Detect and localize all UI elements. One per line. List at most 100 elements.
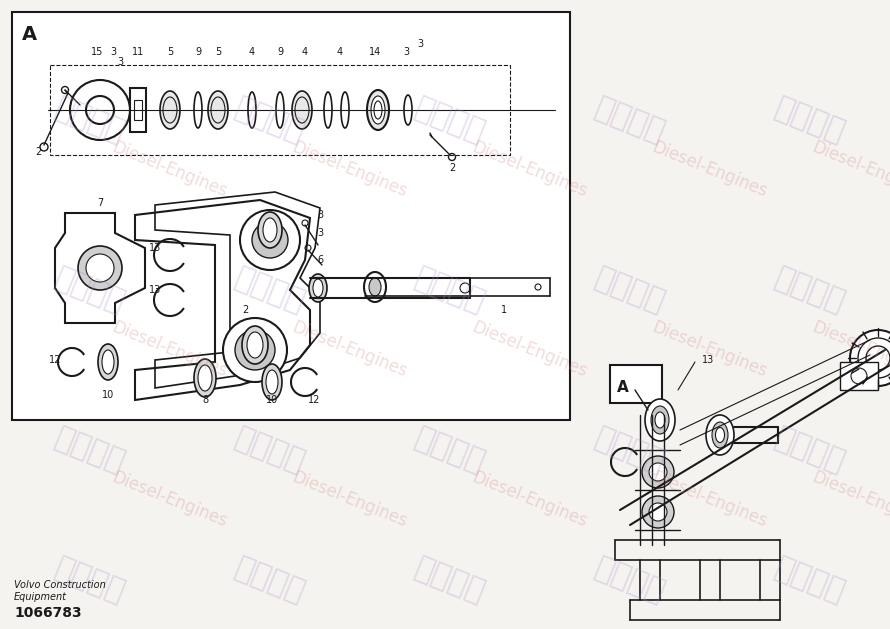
- Circle shape: [240, 210, 300, 270]
- Ellipse shape: [371, 96, 385, 124]
- Circle shape: [649, 463, 667, 481]
- Circle shape: [649, 503, 667, 521]
- Text: 5: 5: [214, 47, 221, 57]
- Text: Diesel-Engines: Diesel-Engines: [650, 138, 770, 201]
- Text: 1: 1: [501, 305, 507, 315]
- Text: 13: 13: [702, 355, 714, 365]
- Text: 紫发动力: 紫发动力: [410, 553, 490, 607]
- Text: 紫发动力: 紫发动力: [771, 93, 849, 147]
- Circle shape: [223, 318, 287, 382]
- Ellipse shape: [313, 279, 323, 297]
- Text: 9: 9: [195, 47, 201, 57]
- Ellipse shape: [208, 91, 228, 129]
- Ellipse shape: [102, 350, 114, 374]
- Ellipse shape: [706, 415, 734, 455]
- Text: 紫发动力: 紫发动力: [591, 93, 669, 147]
- Ellipse shape: [194, 359, 216, 397]
- Text: 紫发动力: 紫发动力: [591, 553, 669, 607]
- Text: 紫发动力: 紫发动力: [231, 553, 309, 607]
- Text: Diesel-Engines: Diesel-Engines: [650, 319, 770, 381]
- Ellipse shape: [367, 90, 389, 130]
- Text: 2: 2: [242, 305, 248, 315]
- Ellipse shape: [263, 218, 277, 242]
- Text: 3: 3: [417, 39, 423, 49]
- Ellipse shape: [266, 370, 278, 394]
- Text: 紫发动力: 紫发动力: [591, 263, 669, 317]
- Text: 紫发动力: 紫发动力: [51, 93, 129, 147]
- Bar: [130, 88, 146, 132]
- Text: Equipment: Equipment: [14, 592, 67, 602]
- Text: 3: 3: [110, 47, 116, 57]
- Text: 8: 8: [202, 395, 208, 405]
- Circle shape: [86, 254, 114, 282]
- Text: 4: 4: [249, 47, 255, 57]
- Bar: [610, 365, 662, 403]
- Text: 1066783: 1066783: [14, 606, 82, 620]
- Text: 紫发动力: 紫发动力: [771, 263, 849, 317]
- Circle shape: [850, 330, 890, 386]
- Text: Diesel-Engines: Diesel-Engines: [290, 138, 410, 201]
- Text: A: A: [617, 381, 628, 396]
- Text: Diesel-Engines: Diesel-Engines: [109, 319, 231, 381]
- Bar: [840, 362, 878, 390]
- Ellipse shape: [292, 91, 312, 129]
- Ellipse shape: [364, 272, 386, 302]
- Text: 2: 2: [35, 147, 41, 157]
- Ellipse shape: [98, 344, 118, 380]
- Circle shape: [78, 246, 122, 290]
- Text: 紫发动力: 紫发动力: [410, 93, 490, 147]
- Ellipse shape: [651, 406, 669, 434]
- Text: 15: 15: [91, 47, 103, 57]
- Text: 紫发动力: 紫发动力: [231, 93, 309, 147]
- Ellipse shape: [309, 274, 327, 302]
- Text: 3: 3: [317, 210, 323, 220]
- Text: 11: 11: [132, 47, 144, 57]
- Text: 2: 2: [449, 163, 455, 173]
- Text: 6: 6: [317, 255, 323, 265]
- Ellipse shape: [716, 428, 724, 442]
- Text: 紫发动力: 紫发动力: [231, 263, 309, 317]
- Ellipse shape: [276, 92, 284, 128]
- Text: 14: 14: [368, 47, 381, 57]
- Text: Diesel-Engines: Diesel-Engines: [470, 469, 590, 532]
- Text: 3: 3: [317, 228, 323, 238]
- Polygon shape: [55, 213, 145, 323]
- Text: 10: 10: [101, 390, 114, 400]
- Ellipse shape: [369, 278, 381, 296]
- Circle shape: [642, 496, 674, 528]
- Text: Diesel-Engines: Diesel-Engines: [470, 319, 590, 381]
- Text: 3: 3: [117, 57, 123, 67]
- Text: 12: 12: [308, 395, 320, 405]
- Ellipse shape: [258, 212, 282, 248]
- Text: 紫发动力: 紫发动力: [410, 263, 490, 317]
- Text: 4: 4: [337, 47, 343, 57]
- Text: A: A: [22, 25, 37, 43]
- Text: Diesel-Engines: Diesel-Engines: [810, 469, 890, 532]
- Text: 紫发动力: 紫发动力: [51, 423, 129, 477]
- Ellipse shape: [262, 364, 282, 400]
- Ellipse shape: [198, 365, 212, 391]
- Text: 7: 7: [97, 198, 103, 208]
- Text: 9: 9: [277, 47, 283, 57]
- Ellipse shape: [160, 91, 180, 129]
- Circle shape: [235, 330, 275, 370]
- Text: 12: 12: [49, 355, 61, 365]
- Text: Diesel-Engines: Diesel-Engines: [109, 469, 231, 532]
- Text: Volvo Construction: Volvo Construction: [14, 580, 106, 590]
- Text: 紫发动力: 紫发动力: [51, 553, 129, 607]
- Text: Diesel-Engines: Diesel-Engines: [810, 319, 890, 381]
- Circle shape: [252, 222, 288, 258]
- Text: 紫发动力: 紫发动力: [51, 263, 129, 317]
- Text: Diesel-Engines: Diesel-Engines: [109, 138, 231, 201]
- Bar: [134, 100, 142, 120]
- Text: 紫发动力: 紫发动力: [231, 423, 309, 477]
- Ellipse shape: [712, 422, 728, 448]
- Text: Diesel-Engines: Diesel-Engines: [650, 469, 770, 532]
- Text: 紫发动力: 紫发动力: [410, 423, 490, 477]
- Text: 10: 10: [266, 395, 278, 405]
- Text: Diesel-Engines: Diesel-Engines: [290, 469, 410, 532]
- Text: 紫发动力: 紫发动力: [771, 553, 849, 607]
- Ellipse shape: [655, 412, 665, 428]
- Ellipse shape: [194, 92, 202, 128]
- Text: Diesel-Engines: Diesel-Engines: [470, 138, 590, 201]
